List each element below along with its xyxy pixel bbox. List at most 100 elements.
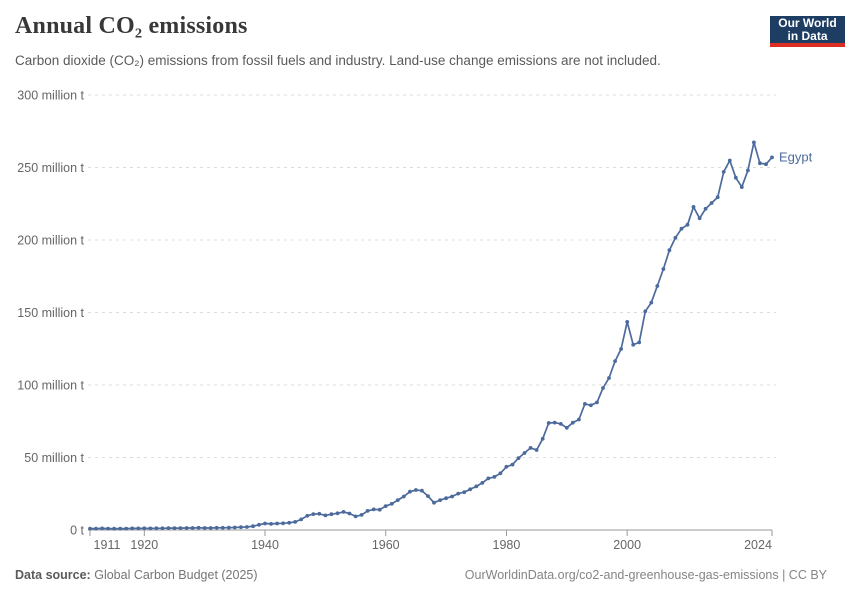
data-point	[601, 386, 605, 390]
data-point	[335, 511, 340, 516]
data-point	[275, 521, 279, 526]
data-point	[112, 526, 116, 531]
data-point	[395, 498, 400, 502]
data-point	[389, 501, 394, 506]
data-point	[631, 342, 636, 347]
data-point	[510, 462, 515, 467]
data-point	[450, 494, 454, 499]
data-point	[408, 489, 412, 494]
data-point	[154, 526, 159, 531]
y-tick-label: 300 million t	[17, 89, 84, 103]
data-point	[468, 487, 473, 492]
data-point	[770, 155, 774, 160]
footer-credits: OurWorldinData.org/co2-and-greenhouse-ga…	[465, 568, 827, 582]
data-point	[94, 526, 98, 531]
data-source-label: Data source:	[15, 568, 91, 582]
data-source-value: Global Carbon Budget (2025)	[94, 568, 258, 582]
x-tick-label: 1940	[251, 538, 279, 552]
data-point	[558, 422, 563, 426]
y-tick-label: 200 million t	[17, 234, 84, 248]
chart-footer: Data source: Global Carbon Budget (2025)…	[15, 568, 827, 582]
emissions-line	[89, 141, 773, 530]
data-point	[703, 206, 708, 211]
data-point	[190, 526, 195, 530]
chart-subtitle: Carbon dioxide (CO₂) emissions from foss…	[15, 53, 661, 68]
data-point	[100, 526, 104, 531]
data-point	[305, 513, 310, 518]
data-point	[607, 376, 611, 380]
series-label-egypt: Egypt	[779, 149, 813, 164]
data-point	[365, 509, 370, 513]
data-point	[727, 158, 732, 163]
data-point	[166, 526, 171, 530]
data-point	[245, 525, 249, 529]
data-point	[226, 525, 231, 530]
emissions-line-chart: 0 t 50 million t 100 million t 150 million …	[17, 89, 813, 553]
footer-license: CC BY	[788, 568, 827, 582]
data-point	[359, 513, 364, 517]
data-point	[715, 195, 720, 200]
data-point	[492, 475, 497, 479]
data-point	[323, 513, 328, 518]
data-point	[136, 526, 141, 531]
data-point	[414, 488, 418, 492]
footer-link[interactable]: OurWorldinData.org/co2-and-greenhouse-ga…	[464, 568, 779, 582]
data-point	[685, 222, 690, 227]
data-point	[649, 300, 654, 305]
data-point	[691, 205, 696, 209]
data-point	[377, 507, 382, 512]
data-point	[679, 226, 684, 231]
data-point	[329, 512, 334, 517]
data-point	[474, 484, 479, 489]
data-point	[456, 491, 461, 496]
data-point	[269, 522, 273, 526]
data-point	[673, 235, 678, 240]
data-point	[299, 517, 304, 522]
data-point	[709, 201, 714, 205]
data-point	[498, 471, 503, 476]
data-point	[202, 526, 207, 530]
data-point	[172, 526, 177, 530]
data-point	[401, 494, 406, 499]
data-point	[311, 512, 316, 516]
x-tick-label: 2000	[613, 538, 641, 552]
data-point	[552, 420, 557, 425]
data-point	[625, 320, 630, 324]
data-point	[613, 359, 617, 363]
x-tick-label: 1960	[372, 538, 400, 552]
data-point	[504, 464, 509, 469]
data-point	[371, 507, 376, 512]
owid-logo: Our World in Data	[770, 16, 845, 47]
data-point	[444, 496, 448, 501]
data-point	[583, 402, 587, 406]
y-tick-label: 0 t	[70, 524, 84, 538]
owid-logo-line1: Our World	[778, 15, 837, 30]
data-point	[540, 436, 545, 441]
data-point	[516, 456, 521, 460]
data-point	[239, 525, 243, 530]
data-point	[160, 526, 165, 531]
data-point	[595, 400, 599, 405]
data-point	[232, 525, 237, 530]
y-tick-label: 150 million t	[17, 306, 84, 320]
data-source: Data source: Global Carbon Budget (2025)	[15, 568, 258, 582]
data-point	[142, 526, 147, 531]
footer-separator: |	[778, 568, 789, 582]
data-point	[220, 525, 225, 530]
owid-logo-line2: in Data	[787, 28, 828, 43]
data-point	[353, 514, 358, 519]
data-point	[214, 525, 219, 530]
data-point	[130, 526, 135, 531]
y-tick-label: 250 million t	[17, 161, 84, 175]
y-tick-label: 100 million t	[17, 379, 84, 393]
data-point	[257, 522, 261, 527]
data-point	[528, 446, 533, 450]
data-point	[208, 526, 213, 530]
data-point	[746, 168, 750, 173]
data-point	[589, 403, 593, 408]
y-tick-label: 50 million t	[24, 451, 84, 465]
data-point	[534, 448, 539, 452]
data-point	[124, 526, 129, 531]
data-point	[697, 216, 702, 221]
